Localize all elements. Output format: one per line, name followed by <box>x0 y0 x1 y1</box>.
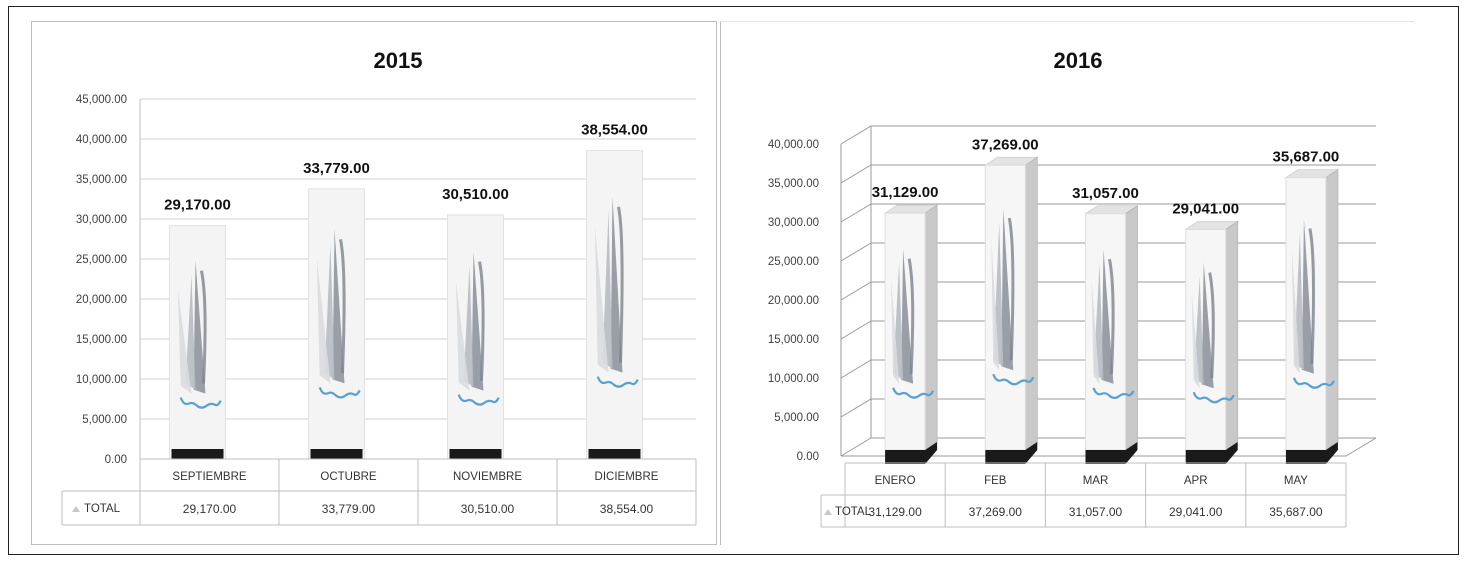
bar-graphic-0 <box>891 248 935 399</box>
data-label-0: 29,170.00 <box>164 197 231 214</box>
table-value-3: 38,554.00 <box>600 502 654 516</box>
bar-graphic-3 <box>1191 262 1235 404</box>
data-label-2: 31,057.00 <box>1072 185 1139 202</box>
bar-base-0 <box>885 442 938 464</box>
table-value-4: 35,687.00 <box>1269 505 1323 519</box>
chart-2015: 2015 0.00 5,000.00 10,000.00 15,000.00 20,000… <box>31 21 717 545</box>
chart-2016-canvas: 2016 0.00 5,000.00 10,000.00 15,000.00 20,000… <box>768 48 1377 528</box>
bar-base-3 <box>1185 442 1238 464</box>
y-tick-label-0: 0.00 <box>797 451 819 463</box>
bar-base-1 <box>310 449 363 459</box>
bar-base-0 <box>171 449 224 459</box>
legend-key <box>72 506 80 512</box>
y-tick-label-0: 0.00 <box>105 454 127 466</box>
data-label-1: 33,779.00 <box>303 160 370 177</box>
figure-frame: 2015 0.00 5,000.00 10,000.00 15,000.00 20,000… <box>8 6 1459 555</box>
bar-graphic-1 <box>991 208 1035 386</box>
chart-2016: 2016 0.00 5,000.00 10,000.00 15,000.00 20,000… <box>720 21 1414 545</box>
y-tick-label-8: 40,000.00 <box>768 139 819 151</box>
category-label-2: NOVIEMBRE <box>453 471 522 483</box>
y-tick-label-3: 15,000.00 <box>76 334 127 346</box>
table-value-1: 37,269.00 <box>969 505 1023 519</box>
bar-graphic-2 <box>455 251 500 406</box>
data-label-3: 29,041.00 <box>1172 200 1239 217</box>
table-value-0: 31,129.00 <box>868 505 922 519</box>
y-tick-label-7: 35,000.00 <box>76 174 127 186</box>
chart-2015-canvas: 2015 0.00 5,000.00 10,000.00 15,000.00 20,000… <box>61 48 697 526</box>
y-tick-label-2: 10,000.00 <box>768 373 819 385</box>
category-label-2: MAR <box>1083 475 1109 487</box>
y-tick-label-8: 40,000.00 <box>76 134 127 146</box>
category-label-1: OCTUBRE <box>320 471 377 483</box>
bar-graphic-1 <box>316 229 361 399</box>
table-value-2: 30,510.00 <box>461 502 515 516</box>
bar-graphic-0 <box>177 260 222 409</box>
bar-base-1 <box>985 442 1038 464</box>
y-tick-label-7: 35,000.00 <box>768 178 819 190</box>
data-label-0: 31,129.00 <box>872 184 939 201</box>
category-label-1: FEB <box>984 475 1007 487</box>
legend-series-name: TOTAL <box>84 503 121 515</box>
bar-graphic-3 <box>594 196 639 388</box>
y-tick-label-5: 25,000.00 <box>768 256 819 268</box>
y-tick-label-1: 5,000.00 <box>82 414 127 426</box>
bar-side-0 <box>924 204 938 451</box>
table-value-0: 29,170.00 <box>183 502 237 516</box>
y-tick-label-1: 5,000.00 <box>774 412 819 424</box>
bar-base-2 <box>1085 442 1138 464</box>
category-label-3: APR <box>1184 475 1208 487</box>
bar-base-2 <box>449 449 502 459</box>
bar-graphic-4 <box>1291 218 1335 389</box>
chart-title: 2015 <box>374 48 423 73</box>
legend-key <box>824 509 832 515</box>
y-tick-label-6: 30,000.00 <box>76 214 127 226</box>
category-label-3: DICIEMBRE <box>595 471 659 483</box>
bar-side-1 <box>1024 156 1038 451</box>
y-tick-label-6: 30,000.00 <box>768 217 819 229</box>
y-tick-label-2: 10,000.00 <box>76 374 127 386</box>
y-tick-label-5: 25,000.00 <box>76 254 127 266</box>
category-label-0: SEPTIEMBRE <box>172 471 246 483</box>
y-tick-label-9: 45,000.00 <box>76 94 127 106</box>
table-value-3: 29,041.00 <box>1169 505 1223 519</box>
chart-title: 2016 <box>1054 48 1103 73</box>
data-label-4: 35,687.00 <box>1273 149 1340 166</box>
bar-graphic-2 <box>1091 249 1135 399</box>
data-label-3: 38,554.00 <box>581 122 648 139</box>
table-value-2: 31,057.00 <box>1069 505 1123 519</box>
bar-1 <box>308 188 365 460</box>
bar-side-2 <box>1125 205 1138 451</box>
data-label-1: 37,269.00 <box>972 136 1039 153</box>
bar-base-3 <box>588 449 641 459</box>
y-tick-label-4: 20,000.00 <box>76 294 127 306</box>
bar-side-3 <box>1225 220 1239 451</box>
gridline-8 <box>840 125 1376 145</box>
category-label-0: ENERO <box>875 475 916 487</box>
legend-series-name: TOTAL <box>835 506 872 518</box>
table-value-1: 33,779.00 <box>322 502 376 516</box>
bar-side-4 <box>1325 168 1339 451</box>
y-tick-label-3: 15,000.00 <box>768 334 819 346</box>
y-tick-label-4: 20,000.00 <box>768 295 819 307</box>
category-label-4: MAY <box>1284 475 1308 487</box>
bar-base-4 <box>1285 442 1338 464</box>
data-label-2: 30,510.00 <box>442 186 509 203</box>
